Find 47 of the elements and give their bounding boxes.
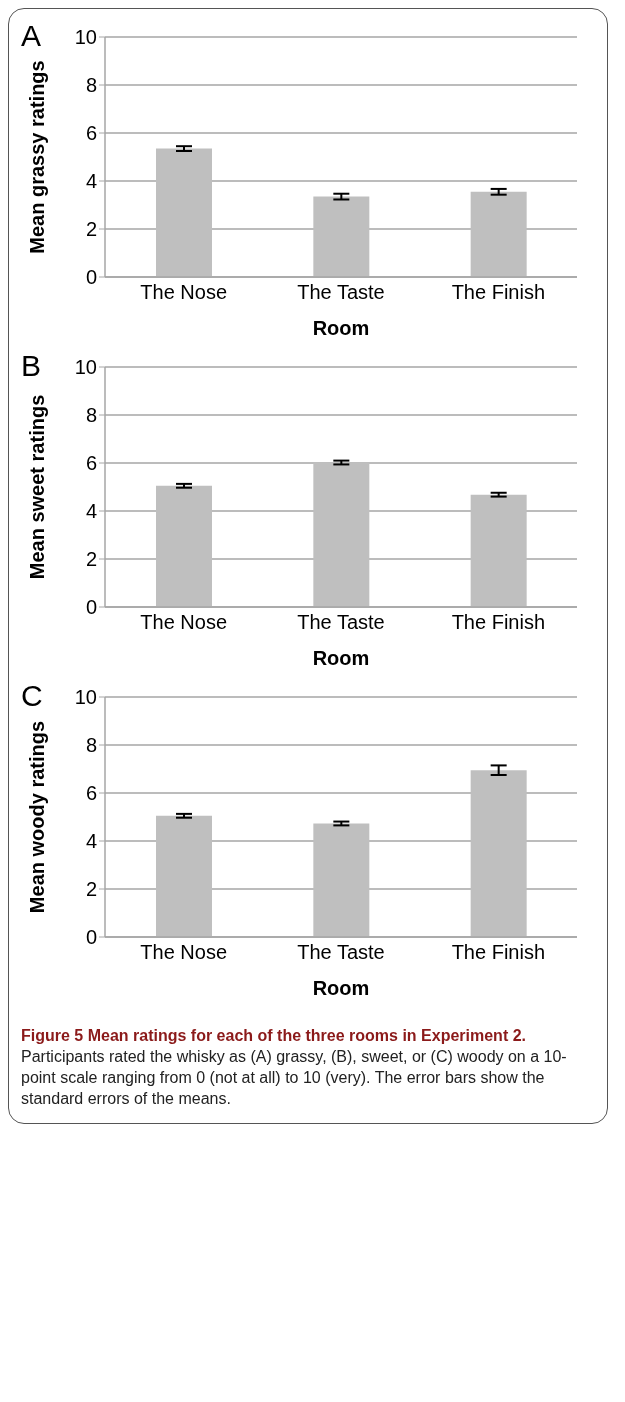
x-tick-label: The Nose [140, 941, 228, 964]
x-tick-label: The Nose [140, 611, 228, 634]
bar [313, 823, 370, 937]
bar [470, 494, 527, 607]
caption: Figure 5 Mean ratings for each of the three rooms in Experiment 2. [21, 1027, 526, 1044]
chart-title: A [21, 19, 42, 53]
y-axis-title: Mean sweet ratings [26, 394, 49, 580]
chart-title: C [21, 679, 43, 713]
y-tick-label: 8 [85, 404, 97, 427]
y-tick-label: 0 [85, 926, 97, 949]
bar [156, 148, 212, 277]
y-tick-label: 8 [85, 74, 97, 97]
x-tick-label: The Taste [297, 281, 385, 304]
x-tick-label: The Taste [297, 941, 385, 964]
bar [156, 485, 212, 607]
bar [470, 191, 527, 277]
y-tick-label: 6 [85, 452, 97, 475]
text: Participants rated the whisky as (A) grassy, (B), sweet, or (C) woody on a 10-point scale ranging from 0 (not at all) to 10 (very). The error bars show the standard errors of the means. [21, 1048, 567, 1107]
x-tick-label: The Nose [140, 281, 228, 304]
bar [313, 196, 370, 277]
bar [470, 770, 527, 937]
y-axis-title: Mean grassy ratings [26, 60, 49, 254]
x-tick-label: The Finish [451, 941, 546, 964]
bar [313, 462, 370, 607]
x-axis-title: Room [312, 317, 370, 339]
x-tick-label: The Finish [451, 281, 546, 304]
bar [156, 815, 212, 937]
y-tick-label: 6 [85, 782, 97, 805]
x-axis-title: Room [312, 977, 370, 999]
y-tick-label: 2 [85, 878, 97, 901]
y-tick-label: 4 [85, 170, 97, 193]
y-tick-label: 0 [85, 596, 97, 619]
y-tick-label: 10 [74, 686, 97, 709]
x-tick-label: The Taste [297, 611, 385, 634]
y-tick-label: 2 [85, 218, 97, 241]
y-axis-title: Mean woody ratings [26, 720, 49, 914]
x-tick-label: The Finish [451, 611, 546, 634]
chart-title: B [21, 349, 42, 383]
y-tick-label: 6 [85, 122, 97, 145]
y-tick-label: 10 [74, 356, 97, 379]
x-axis-title: Room [312, 647, 370, 669]
y-tick-label: 4 [85, 500, 97, 523]
y-tick-label: 10 [74, 26, 97, 49]
y-tick-label: 8 [85, 734, 97, 757]
y-tick-label: 4 [85, 830, 97, 853]
y-tick-label: 2 [85, 548, 97, 571]
y-tick-label: 0 [85, 266, 97, 289]
